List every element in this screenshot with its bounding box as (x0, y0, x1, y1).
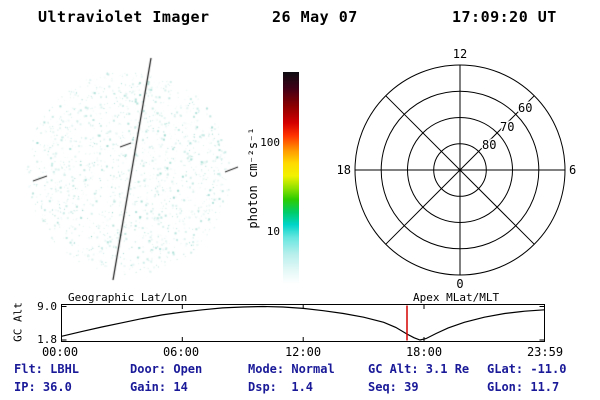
mlt-label-bottom: 0 (456, 277, 463, 291)
status-dsp: Dsp: 1.4 (248, 380, 314, 394)
mlt-label-left: 18 (338, 163, 351, 177)
apex-mlat-mlt-label: Apex MLat/MLT (413, 291, 500, 304)
orbit-xtick-0000: 00:00 (41, 345, 79, 359)
mlat-label-80: 80 (482, 138, 496, 152)
orbit-xtick-1800: 18:00 (405, 345, 443, 359)
mlat-label-60: 60 (518, 101, 532, 115)
orbit-altitude-plot (61, 304, 545, 342)
status-mode: Mode: Normal (248, 362, 335, 376)
orbit-xtick-1200: 12:00 (284, 345, 322, 359)
mlt-label-top: 12 (453, 47, 467, 61)
status-flt: Flt: LBHL (14, 362, 80, 376)
colorbar-tick-100: 100 (260, 136, 280, 149)
orbit-xtick-0600: 06:00 (162, 345, 200, 359)
status-glon: GLon: 11.7 (487, 380, 560, 394)
polar-dial-plot: 12 0 18 6 60 70 80 (338, 47, 576, 291)
geographic-latlon-label: Geographic Lat/Lon (68, 291, 188, 304)
date-text: 26 May 07 (272, 8, 358, 26)
status-gcalt: GC Alt: 3.1 Re (368, 362, 470, 376)
status-seq: Seq: 39 (368, 380, 419, 394)
status-glat: GLat: -11.0 (487, 362, 567, 376)
status-door: Door: Open (130, 362, 203, 376)
orbit-ytick-min: 1.8 (37, 333, 57, 346)
colorbar (283, 72, 299, 284)
status-gain: Gain: 14 (130, 380, 188, 394)
app-title: Ultraviolet Imager (38, 8, 210, 26)
colorbar-tick-10: 10 (266, 225, 280, 238)
polar-grid-lines (354, 64, 566, 276)
time-text: 17:09:20 UT (452, 8, 557, 26)
uv-image-canvas (8, 50, 253, 295)
orbit-ytick-max: 9.0 (37, 300, 57, 313)
orbit-xtick-2359: 23:59 (526, 345, 564, 359)
orbit-y-axis-title: GC Alt (11, 302, 25, 342)
mlt-label-right: 6 (569, 163, 576, 177)
mlat-label-70: 70 (500, 120, 514, 134)
status-ip: IP: 36.0 (14, 380, 72, 394)
